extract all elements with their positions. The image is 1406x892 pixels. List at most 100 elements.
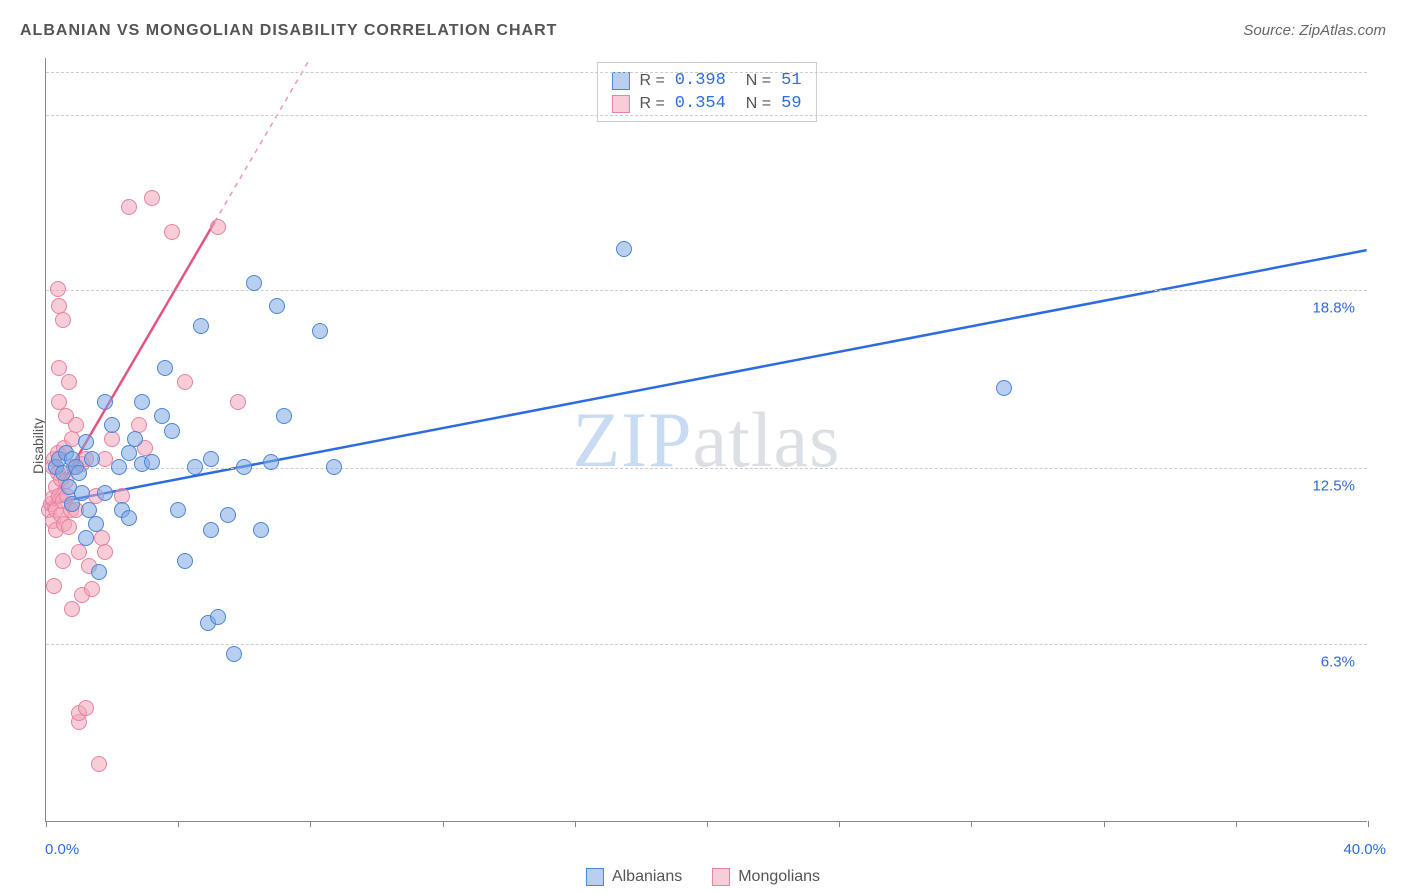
scatter-point-albanians bbox=[127, 431, 143, 447]
scatter-point-albanians bbox=[326, 459, 342, 475]
scatter-point-mongolians bbox=[55, 312, 71, 328]
scatter-point-albanians bbox=[97, 485, 113, 501]
x-tick bbox=[443, 821, 444, 827]
watermark: ZIPatlas bbox=[573, 395, 841, 485]
scatter-point-mongolians bbox=[121, 199, 137, 215]
n-value-albanians: 51 bbox=[781, 71, 801, 90]
legend-item-albanians: Albanians bbox=[586, 868, 682, 886]
scatter-point-mongolians bbox=[164, 224, 180, 240]
correlation-legend: R = 0.398 N = 51 R = 0.354 N = 59 bbox=[596, 62, 816, 122]
scatter-point-albanians bbox=[177, 553, 193, 569]
chart-title: ALBANIAN VS MONGOLIAN DISABILITY CORRELA… bbox=[20, 22, 557, 40]
legend-label-albanians: Albanians bbox=[612, 868, 682, 886]
scatter-point-albanians bbox=[111, 459, 127, 475]
x-tick bbox=[1104, 821, 1105, 827]
x-tick bbox=[1368, 821, 1369, 827]
scatter-point-albanians bbox=[210, 609, 226, 625]
scatter-point-mongolians bbox=[46, 578, 62, 594]
x-tick bbox=[1236, 821, 1237, 827]
scatter-point-mongolians bbox=[97, 544, 113, 560]
scatter-point-albanians bbox=[263, 454, 279, 470]
scatter-point-mongolians bbox=[55, 553, 71, 569]
scatter-point-albanians bbox=[253, 522, 269, 538]
scatter-point-albanians bbox=[616, 241, 632, 257]
watermark-zip: ZIP bbox=[573, 396, 693, 483]
scatter-point-mongolians bbox=[61, 519, 77, 535]
source-attribution: Source: ZipAtlas.com bbox=[1243, 22, 1386, 39]
scatter-point-mongolians bbox=[68, 417, 84, 433]
regression-lines-svg bbox=[46, 58, 1367, 821]
correlation-row-mongolians: R = 0.354 N = 59 bbox=[611, 92, 801, 115]
watermark-atlas: atlas bbox=[693, 396, 841, 483]
scatter-point-mongolians bbox=[144, 190, 160, 206]
scatter-point-albanians bbox=[236, 459, 252, 475]
scatter-point-albanians bbox=[226, 646, 242, 662]
series-legend: Albanians Mongolians bbox=[586, 868, 820, 886]
scatter-point-albanians bbox=[187, 459, 203, 475]
scatter-point-albanians bbox=[154, 408, 170, 424]
r-label: R = bbox=[639, 95, 664, 113]
gridline-horizontal bbox=[46, 644, 1367, 645]
scatter-point-albanians bbox=[97, 394, 113, 410]
legend-item-mongolians: Mongolians bbox=[712, 868, 820, 886]
scatter-point-albanians bbox=[203, 451, 219, 467]
plot-area: ZIPatlas R = 0.398 N = 51 R = 0.354 N = … bbox=[45, 58, 1367, 822]
scatter-point-albanians bbox=[78, 530, 94, 546]
gridline-horizontal bbox=[46, 72, 1367, 73]
scatter-point-albanians bbox=[312, 323, 328, 339]
scatter-point-albanians bbox=[157, 360, 173, 376]
scatter-point-mongolians bbox=[51, 360, 67, 376]
gridline-horizontal bbox=[46, 290, 1367, 291]
r-label: R = bbox=[639, 72, 664, 90]
swatch-albanians-icon bbox=[611, 72, 629, 90]
x-tick bbox=[310, 821, 311, 827]
swatch-mongolians-icon bbox=[611, 95, 629, 113]
scatter-point-albanians bbox=[134, 394, 150, 410]
x-tick bbox=[575, 821, 576, 827]
scatter-point-albanians bbox=[170, 502, 186, 518]
scatter-point-albanians bbox=[220, 507, 236, 523]
scatter-point-mongolians bbox=[71, 544, 87, 560]
n-label: N = bbox=[746, 95, 771, 113]
swatch-albanians-icon bbox=[586, 868, 604, 886]
scatter-point-albanians bbox=[193, 318, 209, 334]
scatter-point-albanians bbox=[78, 434, 94, 450]
scatter-point-albanians bbox=[144, 454, 160, 470]
scatter-point-mongolians bbox=[84, 581, 100, 597]
scatter-point-albanians bbox=[74, 485, 90, 501]
x-tick-label-min: 0.0% bbox=[45, 841, 79, 858]
scatter-point-mongolians bbox=[61, 374, 77, 390]
x-tick bbox=[707, 821, 708, 827]
scatter-point-mongolians bbox=[104, 431, 120, 447]
scatter-point-mongolians bbox=[210, 219, 226, 235]
x-tick bbox=[178, 821, 179, 827]
chart-container: ALBANIAN VS MONGOLIAN DISABILITY CORRELA… bbox=[0, 0, 1406, 892]
scatter-point-mongolians bbox=[50, 281, 66, 297]
scatter-point-mongolians bbox=[64, 601, 80, 617]
n-value-mongolians: 59 bbox=[781, 94, 801, 113]
source-prefix: Source: bbox=[1243, 22, 1299, 39]
scatter-point-albanians bbox=[88, 516, 104, 532]
scatter-point-albanians bbox=[203, 522, 219, 538]
scatter-point-albanians bbox=[996, 380, 1012, 396]
scatter-point-albanians bbox=[269, 298, 285, 314]
n-label: N = bbox=[746, 72, 771, 90]
scatter-point-albanians bbox=[84, 451, 100, 467]
source-name: ZipAtlas.com bbox=[1299, 22, 1386, 39]
r-value-albanians: 0.398 bbox=[675, 71, 726, 90]
scatter-point-mongolians bbox=[177, 374, 193, 390]
scatter-point-mongolians bbox=[91, 756, 107, 772]
x-tick-label-max: 40.0% bbox=[1343, 841, 1386, 858]
legend-label-mongolians: Mongolians bbox=[738, 868, 820, 886]
scatter-point-albanians bbox=[91, 564, 107, 580]
scatter-point-albanians bbox=[121, 445, 137, 461]
swatch-mongolians-icon bbox=[712, 868, 730, 886]
r-value-mongolians: 0.354 bbox=[675, 94, 726, 113]
scatter-point-mongolians bbox=[78, 700, 94, 716]
scatter-point-albanians bbox=[104, 417, 120, 433]
scatter-point-mongolians bbox=[230, 394, 246, 410]
scatter-point-albanians bbox=[121, 510, 137, 526]
x-tick bbox=[839, 821, 840, 827]
scatter-point-albanians bbox=[164, 423, 180, 439]
x-tick bbox=[46, 821, 47, 827]
